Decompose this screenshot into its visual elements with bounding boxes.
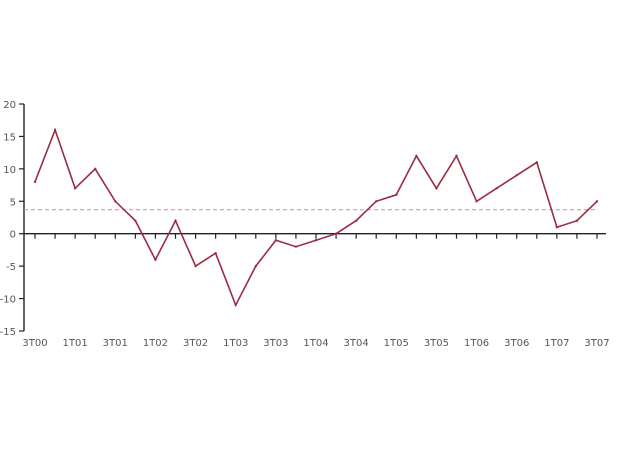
data-point (274, 239, 278, 242)
x-tick-label: 3T03 (263, 338, 288, 349)
data-point (575, 219, 579, 222)
x-tick-label: 3T00 (22, 338, 47, 349)
x-tick-label: 3T02 (183, 338, 208, 349)
y-axis: 20 15 10 5 0 -5 -10 -15 (0, 100, 25, 338)
x-tick-label: 3T07 (584, 338, 609, 349)
x-tick-label: 1T02 (143, 338, 168, 349)
data-point (294, 245, 298, 248)
data-point (53, 128, 57, 132)
data-point (455, 154, 458, 158)
data-point (134, 219, 137, 222)
data-point (595, 200, 599, 203)
x-tick-label: 1T01 (63, 338, 88, 349)
data-point (314, 239, 318, 242)
data-point (395, 193, 398, 196)
data-point (214, 251, 217, 255)
data-point (194, 264, 197, 268)
x-tick-label: 1T04 (303, 338, 328, 349)
data-point (174, 219, 177, 222)
data-point (154, 258, 157, 261)
x-tick-label: 1T03 (223, 338, 248, 349)
data-point (234, 303, 237, 307)
data-point (435, 187, 438, 190)
y-tick-label: 5 (10, 197, 16, 208)
data-point (515, 174, 518, 177)
x-tick-label: 1T07 (544, 338, 569, 349)
data-point (555, 226, 559, 229)
data-point (334, 232, 338, 235)
y-tick-label: -15 (0, 327, 16, 338)
data-point (475, 200, 478, 203)
data-point (415, 154, 418, 158)
data-point (73, 187, 77, 190)
data-point (254, 264, 257, 268)
data-point (535, 161, 538, 164)
y-tick-label: 10 (3, 165, 16, 176)
x-axis: 3T00 1T01 3T01 1T02 3T02 1T03 3T03 1T04 3T04 1T05… (22, 233, 610, 349)
y-tick-label: 15 (3, 132, 16, 143)
x-tick-label: 1T05 (384, 338, 409, 349)
data-point (33, 180, 37, 184)
series-group (33, 127, 599, 308)
data-point (495, 187, 498, 190)
y-tick-label: 0 (10, 230, 16, 241)
x-tick-label: 3T06 (504, 338, 529, 349)
x-tick-label: 1T06 (464, 338, 489, 349)
data-point (94, 167, 97, 171)
y-tick-label: -5 (6, 262, 16, 273)
y-tick-label: -10 (0, 295, 16, 306)
series-line (34, 127, 598, 308)
y-tick-label: 20 (3, 100, 16, 111)
x-tick-label: 3T04 (344, 338, 369, 349)
x-tick-label: 3T01 (103, 338, 128, 349)
data-point (114, 200, 117, 203)
x-tick-label: 3T05 (424, 338, 449, 349)
data-point (375, 200, 378, 203)
data-point (354, 219, 358, 222)
